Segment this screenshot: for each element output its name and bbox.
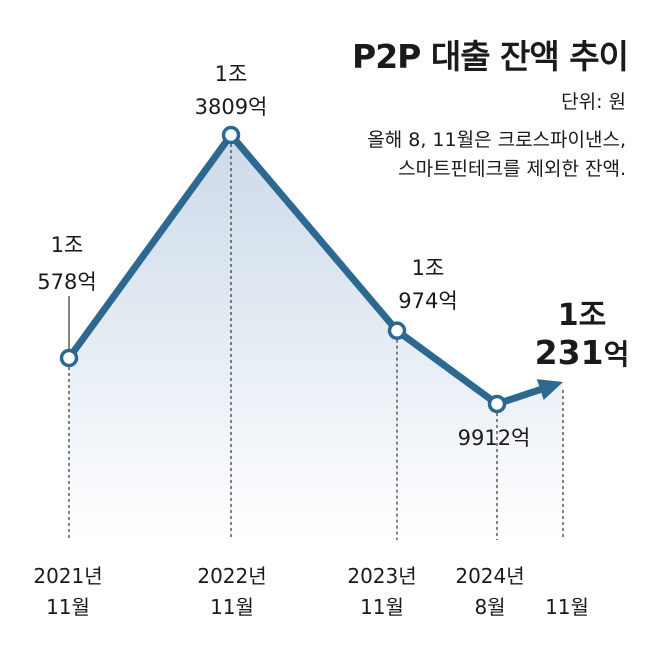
- value-label-4-line2: 231억: [535, 333, 630, 372]
- x-tick-label-2-line1: 2023년: [347, 564, 416, 588]
- unit-label: 단위: 원: [561, 91, 626, 113]
- data-point-2: [387, 321, 407, 340]
- value-label-2-line1: 1조: [412, 256, 445, 280]
- chart-note: 올해 8, 11월은 크로스파이낸스, 스마트핀테크를 제외한 잔액.: [367, 126, 626, 184]
- x-tick-label-1-line2: 11월: [210, 595, 254, 619]
- value-label-1-line1: 1조: [215, 62, 248, 86]
- arrowhead-marker: [536, 379, 563, 400]
- value-label-1-line2: 3809억: [195, 95, 268, 119]
- x-tick-label-1-line1: 2022년: [197, 564, 266, 588]
- area-fill: [69, 135, 563, 540]
- x-tick-label-3-line2: 8월: [474, 595, 505, 619]
- value-label-3-line2: 9912억: [458, 426, 531, 450]
- note-line-1: 올해 8, 11월은 크로스파이낸스,: [367, 129, 626, 151]
- data-point-3: [487, 394, 507, 414]
- value-label-2-line2: 974억: [398, 289, 457, 313]
- x-tick-label-0-line1: 2021년: [33, 564, 102, 588]
- value-label-0-line1: 1조: [51, 233, 84, 257]
- x-tick-label-2-line2: 11월: [360, 595, 404, 619]
- x-tick-label-3-line1: 2024년: [455, 564, 524, 588]
- value-label-4-line1: 1조: [558, 298, 606, 333]
- x-tick-label-4-line2: 11월: [545, 595, 589, 619]
- value-label-0-line2: 578억: [37, 270, 96, 294]
- data-point-0: [59, 348, 79, 368]
- note-line-2: 스마트핀테크를 제외한 잔액.: [398, 158, 626, 180]
- data-point-1: [221, 125, 241, 145]
- chart-title: P2P 대출 잔액 추이: [352, 37, 629, 76]
- x-tick-label-0-line2: 11월: [46, 595, 90, 619]
